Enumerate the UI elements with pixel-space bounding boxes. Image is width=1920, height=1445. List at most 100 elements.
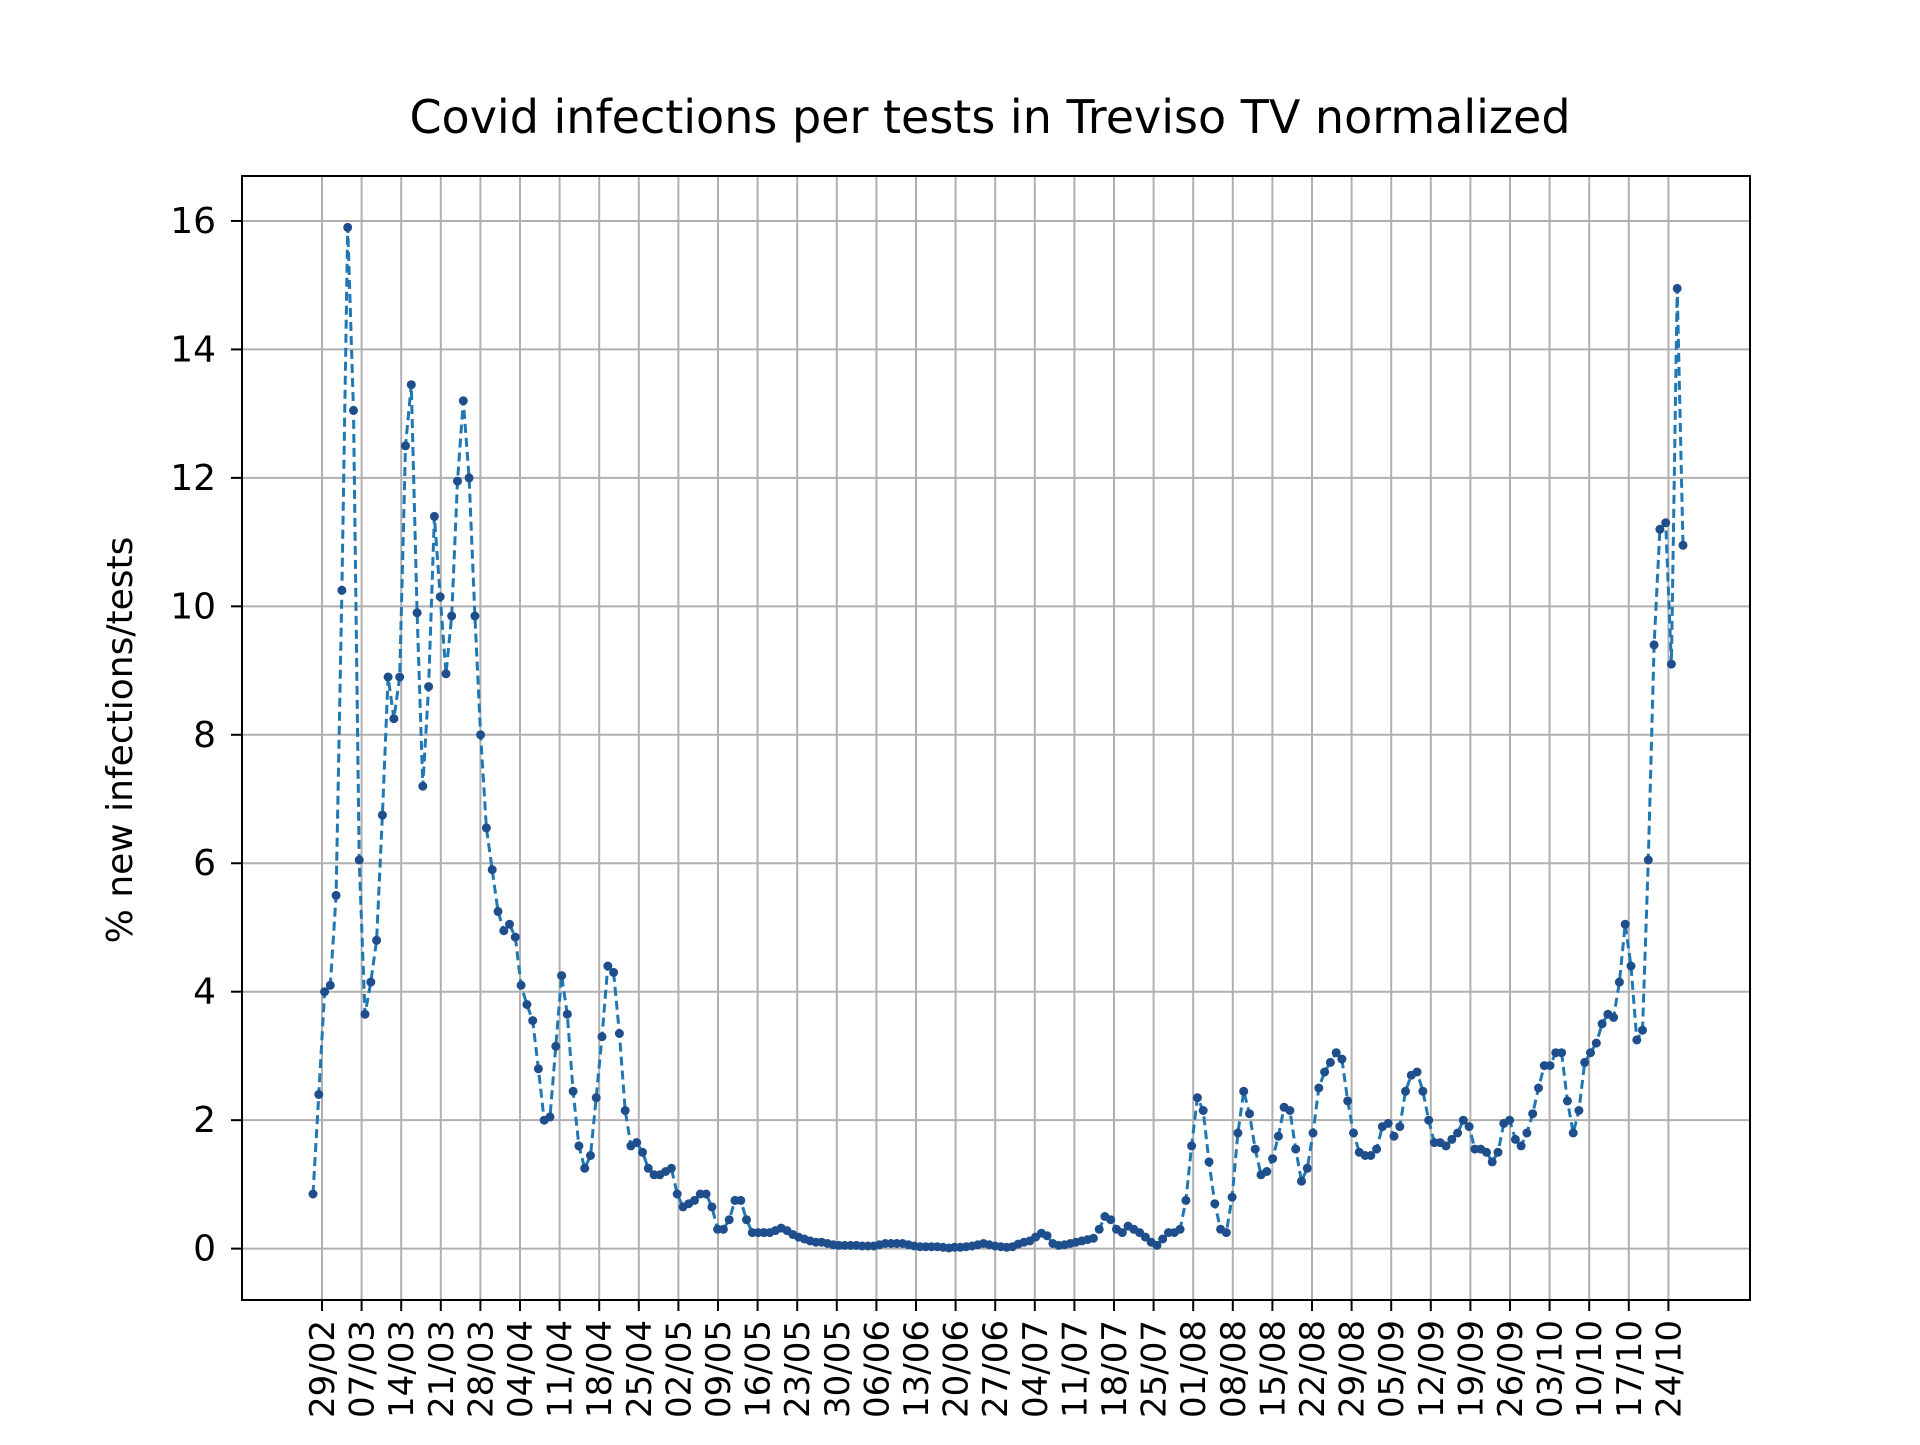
data-point [1447, 1134, 1457, 1144]
data-point [597, 1032, 607, 1042]
x-tick-label: 11/04 [541, 1320, 581, 1418]
data-point [1140, 1232, 1150, 1242]
data-point [383, 672, 393, 682]
x-tick-label: 25/07 [1135, 1320, 1175, 1418]
data-point [672, 1189, 682, 1199]
data-point [690, 1195, 699, 1205]
x-tick-label: 11/07 [1055, 1320, 1095, 1418]
data-point [1545, 1061, 1555, 1071]
data-point [1372, 1144, 1382, 1154]
x-tick-label: 02/05 [659, 1320, 699, 1418]
x-tick-label: 28/03 [461, 1320, 501, 1418]
data-point [1626, 961, 1636, 971]
x-tick-label: 15/08 [1253, 1320, 1293, 1418]
x-tick-label: 24/10 [1649, 1320, 1689, 1418]
data-point [1268, 1154, 1278, 1164]
data-point [1245, 1109, 1254, 1119]
x-tick-label: 29/02 [303, 1320, 343, 1418]
data-point [1383, 1118, 1393, 1128]
data-point [406, 380, 416, 390]
data-point [1597, 1019, 1607, 1029]
x-tick-label: 09/05 [699, 1320, 739, 1418]
data-point [377, 810, 387, 820]
y-tick-label: 2 [193, 1100, 216, 1141]
data-point [718, 1224, 728, 1234]
data-point [447, 611, 457, 621]
data-point [557, 971, 567, 981]
data-point [510, 932, 520, 942]
data-point [620, 1106, 630, 1115]
data-point [1291, 1144, 1301, 1154]
data-point [487, 865, 497, 875]
data-point [418, 781, 428, 791]
chart-title: Covid infections per tests in Treviso TV… [409, 90, 1570, 144]
data-point [1424, 1115, 1434, 1125]
data-point [1649, 640, 1659, 650]
y-tick-label: 12 [170, 458, 216, 499]
data-point [1418, 1086, 1428, 1096]
data-point [1395, 1122, 1405, 1132]
data-point [1042, 1231, 1052, 1241]
data-point [609, 967, 619, 977]
data-point [666, 1163, 676, 1173]
data-point [580, 1163, 590, 1173]
data-point [1389, 1131, 1399, 1141]
data-point [586, 1151, 595, 1160]
data-point [435, 592, 445, 602]
data-point [1262, 1167, 1272, 1176]
x-tick-label: 22/08 [1293, 1320, 1333, 1418]
data-point [591, 1093, 601, 1103]
data-point [1534, 1083, 1543, 1093]
data-point [429, 511, 439, 521]
data-point [1464, 1122, 1474, 1132]
data-point [1672, 283, 1682, 293]
x-tick-label: 10/10 [1570, 1320, 1610, 1418]
data-point [1314, 1083, 1324, 1093]
y-tick-label: 8 [193, 715, 216, 756]
data-point [1557, 1048, 1567, 1058]
data-point [1487, 1157, 1497, 1167]
data-point [1239, 1086, 1249, 1096]
x-tick-label: 21/03 [422, 1320, 462, 1418]
x-tick-label: 06/06 [857, 1320, 897, 1418]
data-point [1175, 1224, 1185, 1234]
data-point [1505, 1115, 1515, 1125]
x-tick-label: 14/03 [382, 1320, 422, 1418]
data-point [632, 1138, 642, 1148]
data-point [1366, 1151, 1376, 1160]
data-point [1441, 1141, 1451, 1151]
data-point [533, 1064, 543, 1074]
x-tick-label: 25/04 [620, 1320, 660, 1418]
y-axis-ticks: 0 2 4 6 8 10 12 14 16 [170, 201, 242, 1270]
data-point [528, 1016, 538, 1026]
data-point [1297, 1176, 1306, 1186]
data-point [1198, 1106, 1208, 1115]
data-point [562, 1009, 572, 1019]
data-point [1510, 1134, 1520, 1144]
data-point [493, 906, 503, 916]
data-point [1325, 1057, 1335, 1067]
data-point [424, 682, 434, 692]
data-point [1493, 1147, 1503, 1157]
data-point [545, 1112, 555, 1122]
data-point [1562, 1096, 1572, 1106]
data-point [516, 980, 526, 990]
x-tick-label: 04/07 [1016, 1320, 1056, 1418]
data-point [724, 1215, 734, 1225]
x-tick-label: 18/07 [1095, 1320, 1135, 1418]
data-point [308, 1189, 318, 1199]
data-point [1401, 1086, 1410, 1096]
x-tick-label: 01/08 [1174, 1320, 1214, 1418]
data-point [325, 980, 335, 990]
data-point [1106, 1215, 1116, 1225]
data-point [1337, 1054, 1347, 1064]
data-point [476, 730, 486, 740]
x-tick-label: 26/09 [1491, 1320, 1531, 1418]
y-tick-label: 4 [193, 972, 216, 1013]
data-point [1482, 1147, 1491, 1157]
data-point [412, 608, 422, 618]
data-point [1349, 1128, 1358, 1138]
data-point [401, 441, 410, 451]
data-point [331, 890, 341, 900]
